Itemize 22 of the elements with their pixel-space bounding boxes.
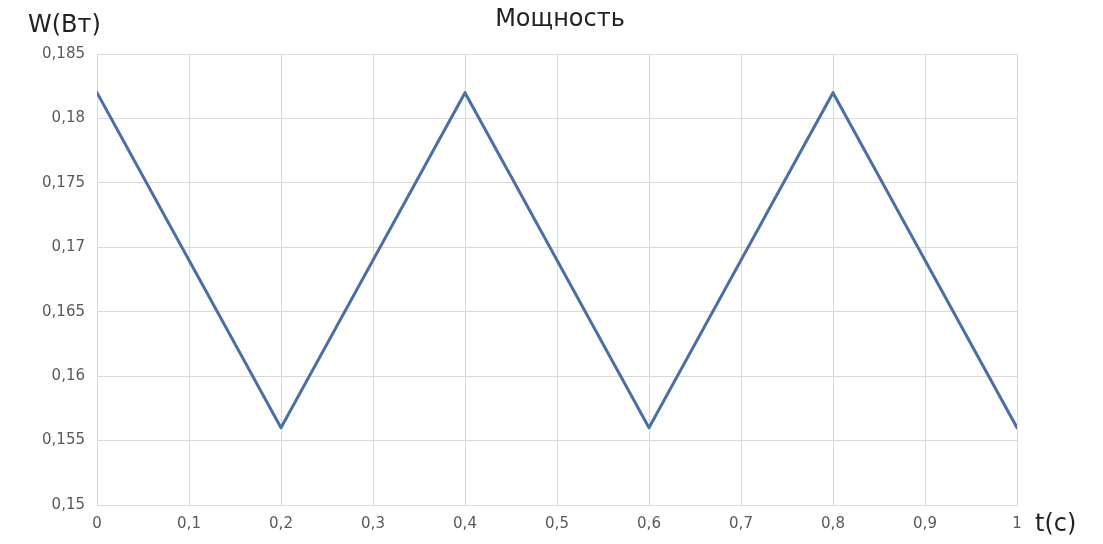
x-tick-label: 0	[92, 513, 102, 532]
y-tick-label: 0,165	[42, 301, 85, 320]
y-tick-label: 0,15	[51, 494, 85, 513]
y-axis-title: W(Вт)	[28, 10, 101, 38]
y-tick-label: 0,155	[42, 430, 85, 449]
x-axis-title: t(c)	[1035, 509, 1077, 537]
y-tick-label: 0,16	[51, 366, 85, 385]
x-tick-label: 0,3	[361, 513, 385, 532]
x-tick-label: 0,9	[913, 513, 937, 532]
x-tick-label: 0,1	[177, 513, 201, 532]
x-tick-label: 0,5	[545, 513, 569, 532]
x-tick-label: 0,7	[729, 513, 753, 532]
x-tick-label: 0,4	[453, 513, 477, 532]
y-tick-label: 0,18	[51, 108, 85, 127]
chart-title: Мощность	[495, 4, 625, 32]
x-tick-label: 0,8	[821, 513, 845, 532]
y-tick-label: 0,175	[42, 172, 85, 191]
x-tick-label: 0,6	[637, 513, 661, 532]
x-tick-label: 0,2	[269, 513, 293, 532]
y-tick-label: 0,17	[51, 237, 85, 256]
y-tick-label: 0,185	[42, 43, 85, 62]
x-tick-label: 1	[1012, 513, 1022, 532]
